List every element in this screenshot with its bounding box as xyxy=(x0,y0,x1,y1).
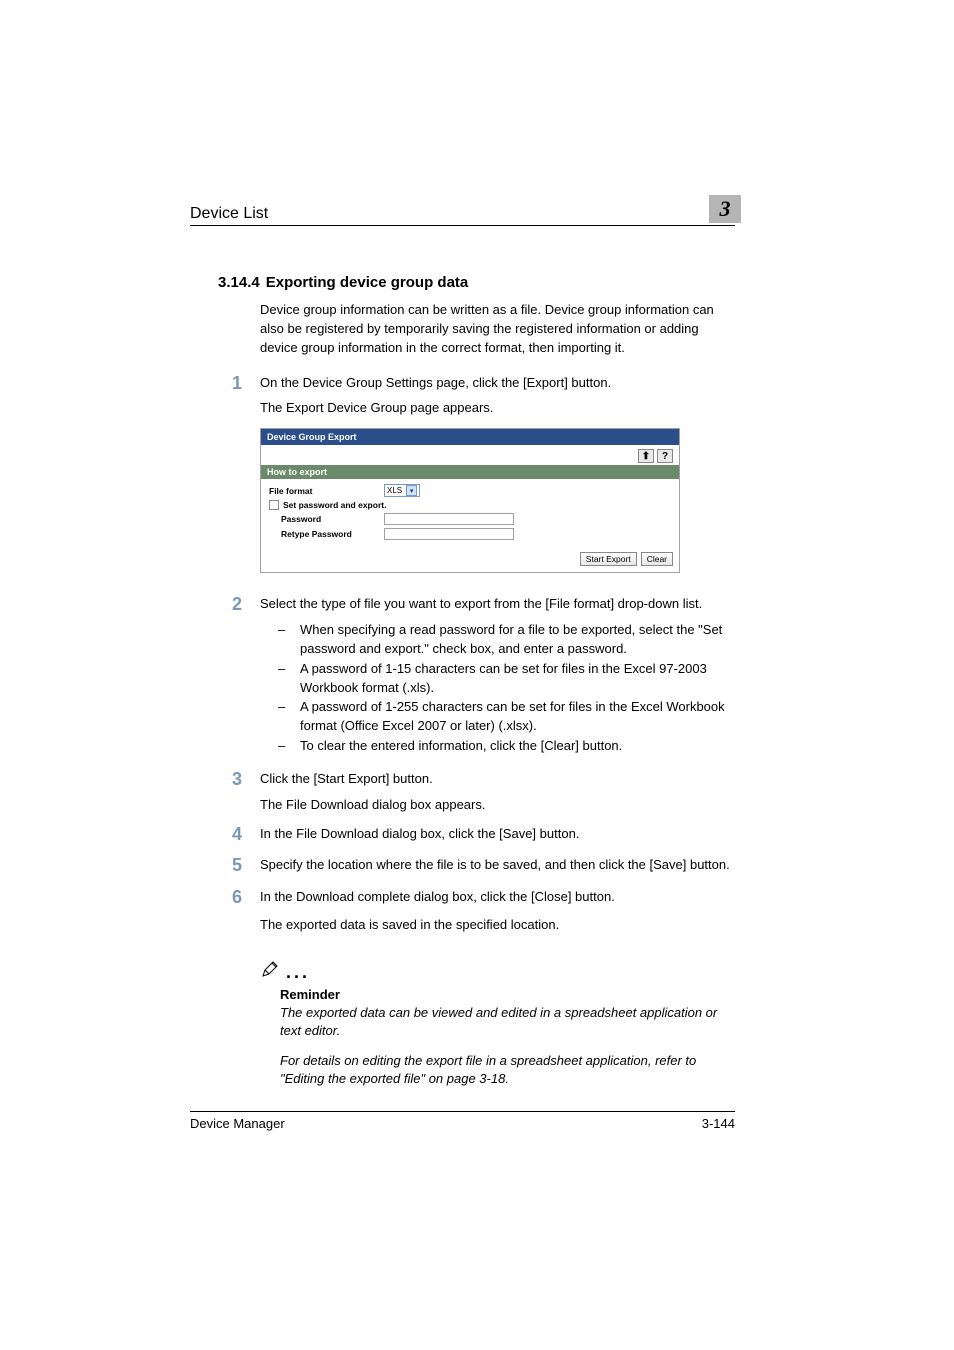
page-header: Device List 3 xyxy=(190,195,735,226)
step-2-bullets: –When specifying a read password for a f… xyxy=(278,621,735,756)
step-1-sub: The Export Device Group page appears. xyxy=(260,399,735,418)
step-6: 6 In the Download complete dialog box, c… xyxy=(260,888,735,908)
set-password-checkbox[interactable] xyxy=(269,500,279,510)
bullet-text: To clear the entered information, click … xyxy=(300,737,622,756)
intro-paragraph: Device group information can be written … xyxy=(260,301,735,358)
chapter-number-badge: 3 xyxy=(709,195,741,223)
footer-left: Device Manager xyxy=(190,1116,285,1131)
help-icon[interactable]: ? xyxy=(657,449,673,463)
password-label: Password xyxy=(269,514,384,524)
export-panel-screenshot: Device Group Export ⬆ ? How to export Fi… xyxy=(260,428,680,573)
bullet-text: When specifying a read password for a fi… xyxy=(300,621,735,659)
up-icon[interactable]: ⬆ xyxy=(638,449,654,463)
reminder-title: Reminder xyxy=(280,987,735,1002)
closing-paragraph: The exported data is saved in the specif… xyxy=(260,916,735,935)
retype-password-input[interactable] xyxy=(384,528,514,540)
step-2: 2 Select the type of file you want to ex… xyxy=(260,595,735,615)
panel-title: Device Group Export xyxy=(261,429,679,445)
step-body: Select the type of file you want to expo… xyxy=(260,595,735,615)
clear-button[interactable]: Clear xyxy=(641,552,673,566)
pencil-icon xyxy=(260,959,280,985)
section-number: 3.14.4 xyxy=(218,274,260,291)
step-number: 6 xyxy=(228,888,242,908)
step-body: Specify the location where the file is t… xyxy=(260,856,735,876)
password-input[interactable] xyxy=(384,513,514,525)
start-export-button[interactable]: Start Export xyxy=(580,552,637,566)
step-body: In the File Download dialog box, click t… xyxy=(260,825,735,845)
step-3-sub: The File Download dialog box appears. xyxy=(260,796,735,815)
step-number: 4 xyxy=(228,825,242,845)
dash-icon: – xyxy=(278,737,288,756)
header-left: Device List xyxy=(190,205,268,223)
bullet-text: A password of 1-15 characters can be set… xyxy=(300,660,735,698)
step-number: 2 xyxy=(228,595,242,615)
panel-form: File format XLS ▾ Set password and expor… xyxy=(261,479,679,547)
reminder-p1: The exported data can be viewed and edit… xyxy=(280,1004,735,1040)
file-format-select[interactable]: XLS ▾ xyxy=(384,484,420,497)
panel-section-head: How to export xyxy=(261,465,679,479)
dash-icon: – xyxy=(278,660,288,698)
step-number: 3 xyxy=(228,770,242,790)
retype-password-label: Retype Password xyxy=(269,529,384,539)
step-4: 4 In the File Download dialog box, click… xyxy=(260,825,735,845)
dash-icon: – xyxy=(278,698,288,736)
step-1: 1 On the Device Group Settings page, cli… xyxy=(260,374,735,394)
step-5: 5 Specify the location where the file is… xyxy=(260,856,735,876)
panel-toolbar: ⬆ ? xyxy=(261,445,679,465)
file-format-value: XLS xyxy=(387,486,402,495)
page-footer: Device Manager 3-144 xyxy=(190,1111,735,1131)
step-body: On the Device Group Settings page, click… xyxy=(260,374,735,394)
step-number: 5 xyxy=(228,856,242,876)
dash-icon: – xyxy=(278,621,288,659)
ellipsis-icon: ... xyxy=(286,962,310,983)
step-body: In the Download complete dialog box, cli… xyxy=(260,888,735,908)
set-password-label: Set password and export. xyxy=(283,500,386,510)
step-number: 1 xyxy=(228,374,242,394)
section-heading: 3.14.4 Exporting device group data xyxy=(218,274,735,291)
panel-buttons-row: Start Export Clear xyxy=(261,547,679,572)
chevron-down-icon: ▾ xyxy=(406,485,417,496)
footer-right: 3-144 xyxy=(702,1116,735,1131)
file-format-label: File format xyxy=(269,486,384,496)
step-body: Click the [Start Export] button. xyxy=(260,770,735,790)
reminder-icon: ... xyxy=(260,959,735,985)
step-3: 3 Click the [Start Export] button. xyxy=(260,770,735,790)
section-title: Exporting device group data xyxy=(266,274,469,291)
reminder-p2: For details on editing the export file i… xyxy=(280,1052,735,1088)
bullet-text: A password of 1-255 characters can be se… xyxy=(300,698,735,736)
